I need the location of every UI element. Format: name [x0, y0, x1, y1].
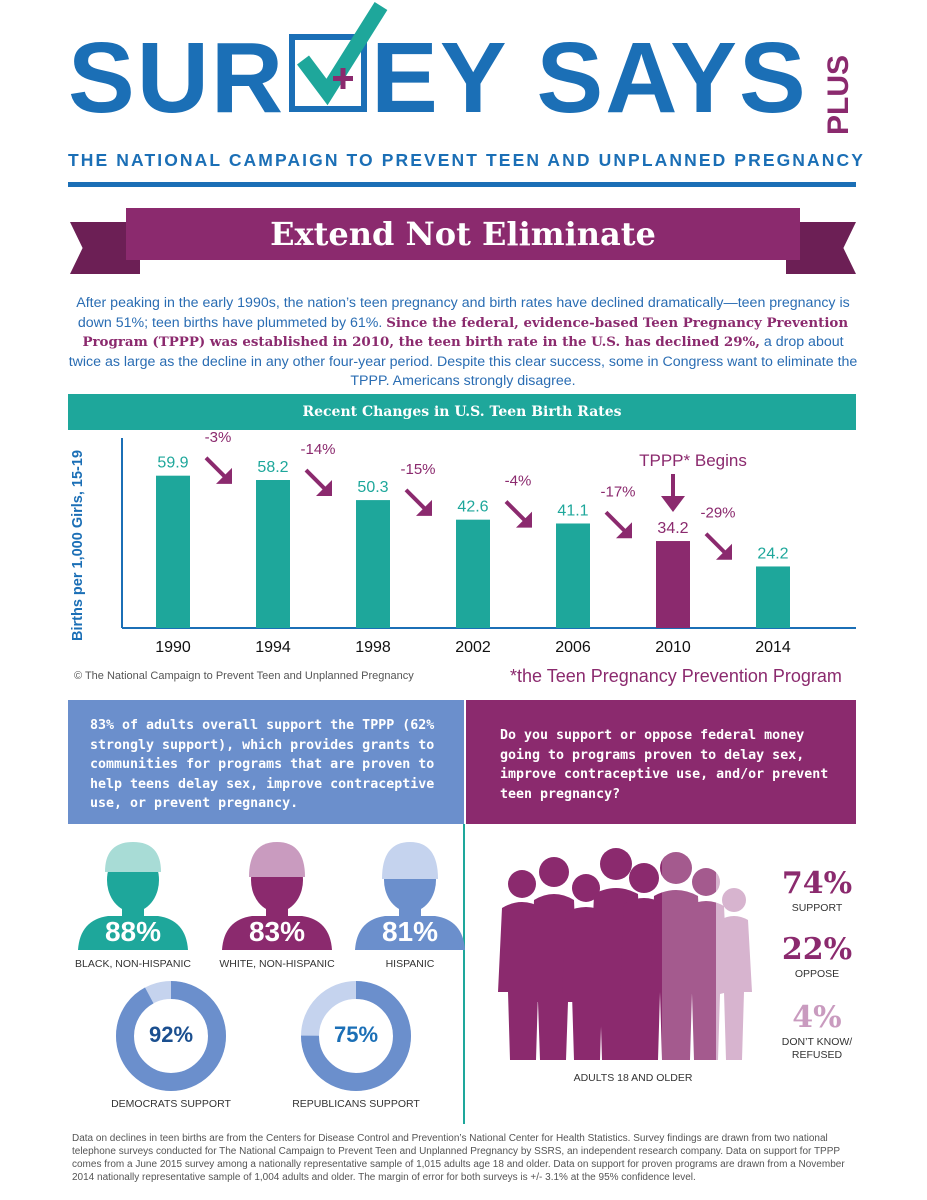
- donut-segment: [116, 981, 226, 1091]
- intro-bold: Since the federal, evidence-based Teen P…: [82, 314, 849, 351]
- chart-title: Recent Changes in U.S. Teen Birth Rates: [68, 394, 856, 430]
- chart-ylabel: Births per 1,000 Girls, 15-19: [70, 450, 86, 641]
- stat-percent: 4%: [792, 1000, 842, 1035]
- change-label: -17%: [600, 483, 635, 500]
- donut-segment: [301, 981, 411, 1091]
- logo: SUR EY SAYS: [68, 2, 808, 128]
- demographic-label: BLACK, NON-HISPANIC: [75, 958, 191, 970]
- stat-percent: 22%: [781, 932, 853, 967]
- header-rule: [68, 182, 856, 187]
- bar-value-label: 50.3: [357, 479, 388, 496]
- copyright: © The National Campaign to Prevent Teen …: [74, 670, 414, 682]
- bar-2002: [456, 519, 490, 628]
- checkmark-box-icon: [289, 2, 388, 112]
- logo-text-left: SUR: [68, 22, 286, 134]
- panel-tppp-text: 83% of adults overall support the TPPP (…: [90, 718, 435, 811]
- bar-chart: 59.9 1990 58.2 1994 50.3 1998 42.6 2002 41.1 2006…: [121, 430, 856, 656]
- change-label: -3%: [205, 430, 232, 446]
- stat-label: DON’T KNOW/ REFUSED: [781, 1036, 853, 1061]
- person-icon: [78, 842, 188, 950]
- x-tick-label: 2006: [555, 639, 591, 656]
- bar-value-label: 42.6: [457, 499, 488, 516]
- demographic-label: HISPANIC: [385, 958, 435, 970]
- person-icon: [222, 842, 332, 950]
- down-right-arrow-icon: [504, 500, 532, 528]
- donut-percent: 92%: [148, 1022, 194, 1047]
- bar-1990: [156, 475, 190, 628]
- crowd-silhouette-icon: [498, 848, 752, 1060]
- bar-value-label: 41.1: [557, 502, 588, 519]
- logo-text-right: EY SAYS: [371, 22, 808, 134]
- down-right-arrow-icon: [604, 510, 632, 539]
- demographic-percent: 81%: [381, 916, 439, 947]
- demographic-percent: 88%: [104, 916, 162, 947]
- donut-chart: [116, 981, 226, 1091]
- bar-value-label: 34.2: [657, 520, 688, 537]
- panel-tppp-support: 83% of adults overall support the TPPP (…: [68, 700, 464, 824]
- source-note: Data on declines in teen births are from…: [72, 1133, 845, 1183]
- adults-label: ADULTS 18 AND OLDER: [573, 1072, 693, 1084]
- x-tick-label: 1998: [355, 639, 391, 656]
- bar-2010: [656, 541, 690, 628]
- x-tick-label: 2002: [455, 639, 491, 656]
- x-tick-label: 1994: [255, 639, 291, 656]
- bar-2014: [756, 566, 790, 628]
- x-tick-label: 1990: [155, 639, 191, 656]
- intro-part2: a drop about twice as large as the decli…: [68, 334, 858, 389]
- banner: [126, 208, 800, 260]
- change-label: -15%: [400, 461, 435, 478]
- intro-paragraph: After peaking in the early 1990s, the na…: [66, 294, 860, 392]
- demographic-percent: 83%: [248, 916, 306, 947]
- banner-title: Extend Not Eliminate: [270, 215, 656, 253]
- stat-percent: 74%: [781, 866, 853, 901]
- x-tick-label: 2010: [655, 639, 691, 656]
- donut-label: REPUBLICANS SUPPORT: [292, 1098, 420, 1110]
- bar-1998: [356, 500, 390, 628]
- annotation-label: TPPP* Begins: [639, 451, 747, 470]
- down-arrow-icon: [661, 474, 685, 512]
- change-label: -4%: [505, 473, 532, 490]
- divider: [463, 824, 465, 1124]
- down-right-arrow-icon: [304, 468, 332, 497]
- stat-label: OPPOSE: [794, 968, 840, 980]
- person-icon: [355, 842, 465, 950]
- demographic-label: WHITE, NON-HISPANIC: [219, 958, 335, 970]
- bar-2006: [556, 523, 590, 628]
- footnote: *the Teen Pregnancy Prevention Program: [510, 666, 842, 686]
- change-label: -29%: [700, 505, 735, 522]
- logo-plus: PLUS: [822, 55, 855, 135]
- subtitle: THE NATIONAL CAMPAIGN TO PREVENT TEEN AN…: [68, 150, 866, 170]
- down-right-arrow-icon: [204, 456, 232, 484]
- bar-value-label: 58.2: [257, 459, 288, 476]
- down-right-arrow-icon: [704, 532, 732, 560]
- panel-question-text: Do you support or oppose federal money g…: [500, 728, 829, 802]
- intro-part1: After peaking in the early 1990s, the na…: [76, 295, 850, 331]
- donut-percent: 75%: [333, 1022, 379, 1047]
- x-tick-label: 2014: [755, 639, 791, 656]
- bar-value-label: 24.2: [757, 545, 788, 562]
- change-label: -14%: [300, 441, 335, 458]
- panel-question: Do you support or oppose federal money g…: [466, 700, 856, 824]
- checkmark-icon: [297, 2, 388, 106]
- down-right-arrow-icon: [404, 488, 432, 516]
- stat-label: SUPPORT: [791, 902, 843, 914]
- chart-ylabel-text: Births per 1,000 Girls, 15-19: [70, 450, 86, 641]
- logo-plus-text: PLUS: [822, 55, 855, 135]
- donut-label: DEMOCRATS SUPPORT: [111, 1098, 231, 1110]
- bar-1994: [256, 480, 290, 628]
- donut-chart: [301, 981, 411, 1091]
- bar-value-label: 59.9: [157, 455, 188, 472]
